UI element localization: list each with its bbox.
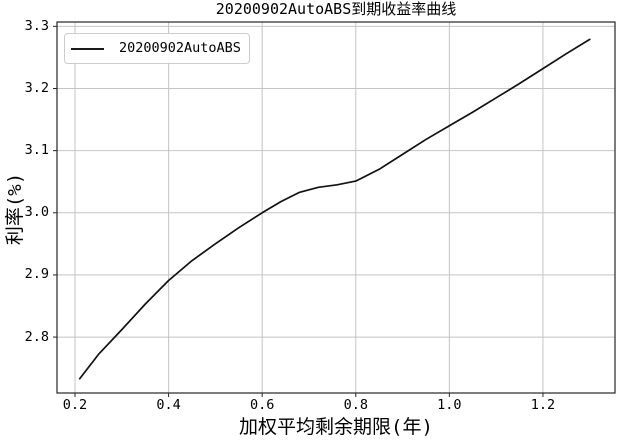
x-tick-label: 1.0 — [437, 397, 462, 413]
legend-label: 20200902AutoABS — [119, 40, 241, 56]
y-tick-label: 3.3 — [24, 17, 49, 34]
y-tick-label: 2.8 — [24, 328, 49, 345]
x-tick-label: 0.4 — [156, 397, 181, 413]
axis-tick-marks — [53, 25, 544, 397]
y-tick-label: 3.2 — [24, 79, 49, 96]
y-axis-label: 利率(%) — [4, 172, 26, 246]
chart-title: 20200902AutoABS到期收益率曲线 — [215, 0, 457, 18]
x-tick-label: 1.2 — [530, 397, 556, 413]
yield-curve-line — [78, 38, 591, 380]
gridlines — [57, 22, 615, 393]
legend: 20200902AutoABS — [64, 33, 250, 64]
x-tick-label: 0.6 — [249, 397, 275, 413]
legend-line-swatch — [71, 47, 104, 50]
x-axis-label: 加权平均剩余期限(年) — [239, 416, 433, 438]
y-tick-label: 3.1 — [24, 142, 49, 159]
x-tick-label: 0.2 — [62, 397, 88, 413]
x-tick-label: 0.8 — [343, 397, 368, 413]
y-tick-label: 3.0 — [24, 204, 49, 221]
y-tick-label: 2.9 — [24, 266, 49, 283]
axes-spines — [56, 21, 616, 394]
